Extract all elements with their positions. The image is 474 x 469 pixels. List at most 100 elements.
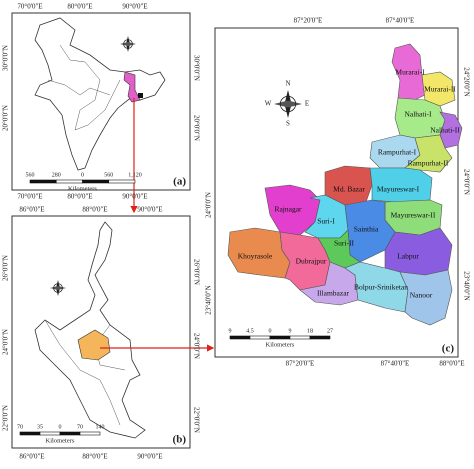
- coordinate-label: 90°0'0"E: [122, 193, 147, 201]
- state-borders: [59, 44, 121, 131]
- panel-c-frame: [214, 27, 459, 358]
- scale-label: 18: [307, 328, 313, 334]
- scale-bar-segment: [229, 335, 251, 340]
- region-label: Illambazar: [317, 289, 350, 298]
- india-outline: [34, 17, 166, 171]
- scale-bar-segment: [289, 335, 311, 340]
- compass: [123, 39, 133, 49]
- coordinate-label: 24°0'0"N: [462, 169, 470, 195]
- west-bengal-highlight: [123, 71, 141, 103]
- scale-bar-segment: [55, 179, 83, 184]
- region-label: Nalhati-I: [404, 110, 432, 119]
- scale-label: 35: [37, 424, 43, 430]
- coordinate-label: 80°0'0"E: [67, 193, 92, 201]
- scale-bar-segment: [19, 431, 41, 436]
- coordinate-label: 24°0'0"N: [2, 329, 10, 355]
- compass: [50, 286, 66, 290]
- scale-bar-segment: [29, 179, 57, 184]
- region-label: Rampurhat-I: [378, 148, 417, 157]
- region-label: Dubrajpur: [296, 257, 327, 266]
- scale-bar-segment: [269, 335, 291, 340]
- scale-label: 9: [289, 328, 292, 334]
- scale-bar-segment: [59, 431, 81, 436]
- scale-label: 280: [52, 172, 61, 178]
- region-label: Khoyrasole: [238, 252, 273, 261]
- coordinate-label: 80°0'0"E: [67, 3, 92, 11]
- scale-label: 560: [26, 172, 35, 178]
- region-label: Rampurhat-II: [408, 159, 449, 168]
- panel-label: (a): [173, 176, 186, 188]
- region: [439, 111, 463, 149]
- panel-label: (c): [442, 343, 455, 355]
- scale-bar-segment: [79, 431, 101, 436]
- coordinate-label: 24°0'0"N: [205, 192, 213, 218]
- region: [399, 269, 453, 326]
- scale-bar-segment: [82, 179, 110, 184]
- coordinate-label: 26°0'0"N: [2, 255, 10, 281]
- panel-b-frame: [11, 215, 191, 449]
- scale-label: 0: [269, 328, 272, 334]
- compass-letter: W: [265, 100, 272, 108]
- coordinate-label: 30°0'0"N: [192, 55, 200, 81]
- state-borders: [47, 79, 111, 96]
- region-label: Murarai-II: [424, 85, 456, 94]
- compass: [274, 100, 302, 108]
- scale-label: 560: [104, 172, 113, 178]
- panel-label: (b): [173, 434, 187, 446]
- region-label: Nalhati-II: [430, 126, 460, 135]
- coordinate-label: 86°0'0"E: [19, 453, 44, 461]
- marker: [138, 93, 143, 98]
- coordinate-label: 88°0'0"E: [82, 453, 107, 461]
- coordinate-label: 24°20'0"N: [462, 67, 470, 96]
- scale-bar-segment: [39, 431, 61, 436]
- region-label: Suri-II: [334, 239, 354, 248]
- coordinate-label: 70°0'0"E: [17, 3, 42, 11]
- coordinate-label: 23°40'0"N: [462, 271, 470, 300]
- coordinate-label: 90°0'0"E: [137, 453, 162, 461]
- region-label: Suri-I: [317, 217, 335, 226]
- scale-label: 0: [59, 424, 62, 430]
- coordinate-label: 22°0'0"N: [2, 405, 10, 431]
- scale-label: 70: [77, 424, 83, 430]
- coordinate-label: 87°20'0"E: [294, 17, 323, 25]
- scale-label: 9: [229, 328, 232, 334]
- scale-label: 0: [81, 172, 84, 178]
- scale-bar-segment: [249, 335, 271, 340]
- scale-unit: Kilometers: [68, 185, 97, 192]
- compass-letter: S: [286, 120, 290, 128]
- coordinate-label: 87°20'0"E: [286, 360, 315, 368]
- scale-unit: Kilometers: [46, 437, 75, 444]
- regions: [227, 43, 463, 326]
- compass-letter: E: [305, 100, 309, 108]
- region-label: Nanoor: [410, 291, 433, 300]
- scale-bar-segment: [108, 179, 136, 184]
- coordinate-label: 20°0'0"N: [192, 115, 200, 141]
- scale-bar-segment: [309, 335, 331, 340]
- birbhum-highlight: [77, 329, 111, 361]
- scale-label: 27: [327, 328, 333, 334]
- region-label: Mayureswar-I: [377, 185, 420, 194]
- coordinate-label: 22°0'0"N: [192, 407, 200, 433]
- region-label: Mayureswar-II: [391, 211, 436, 220]
- coordinate-label: 88°0'0"E: [439, 360, 464, 368]
- region-label: Murarai-I: [395, 68, 425, 77]
- scale-label: 1,120: [128, 172, 142, 178]
- coordinate-label: 87°40'0"E: [386, 17, 415, 25]
- compass: [53, 283, 63, 293]
- coordinate-label: 20°0'0"N: [2, 105, 10, 131]
- coordinate-label: 87°40'0"E: [381, 360, 410, 368]
- coordinate-label: 90°0'0"E: [137, 206, 162, 214]
- compass: [279, 95, 297, 113]
- west-bengal-outline: [34, 221, 146, 439]
- coordinate-label: 23°40'0"N: [205, 285, 213, 314]
- region: [391, 43, 426, 103]
- scale-label: 70: [17, 424, 23, 430]
- region-label: Bolpur-Sriniketan: [354, 283, 408, 292]
- coordinate-label: 90°0'0"E: [122, 3, 147, 11]
- panel-a-frame: [11, 12, 191, 191]
- region-label: Sainthia: [354, 225, 379, 234]
- compass-letter: N: [285, 80, 290, 88]
- scale-label: 140: [96, 424, 105, 430]
